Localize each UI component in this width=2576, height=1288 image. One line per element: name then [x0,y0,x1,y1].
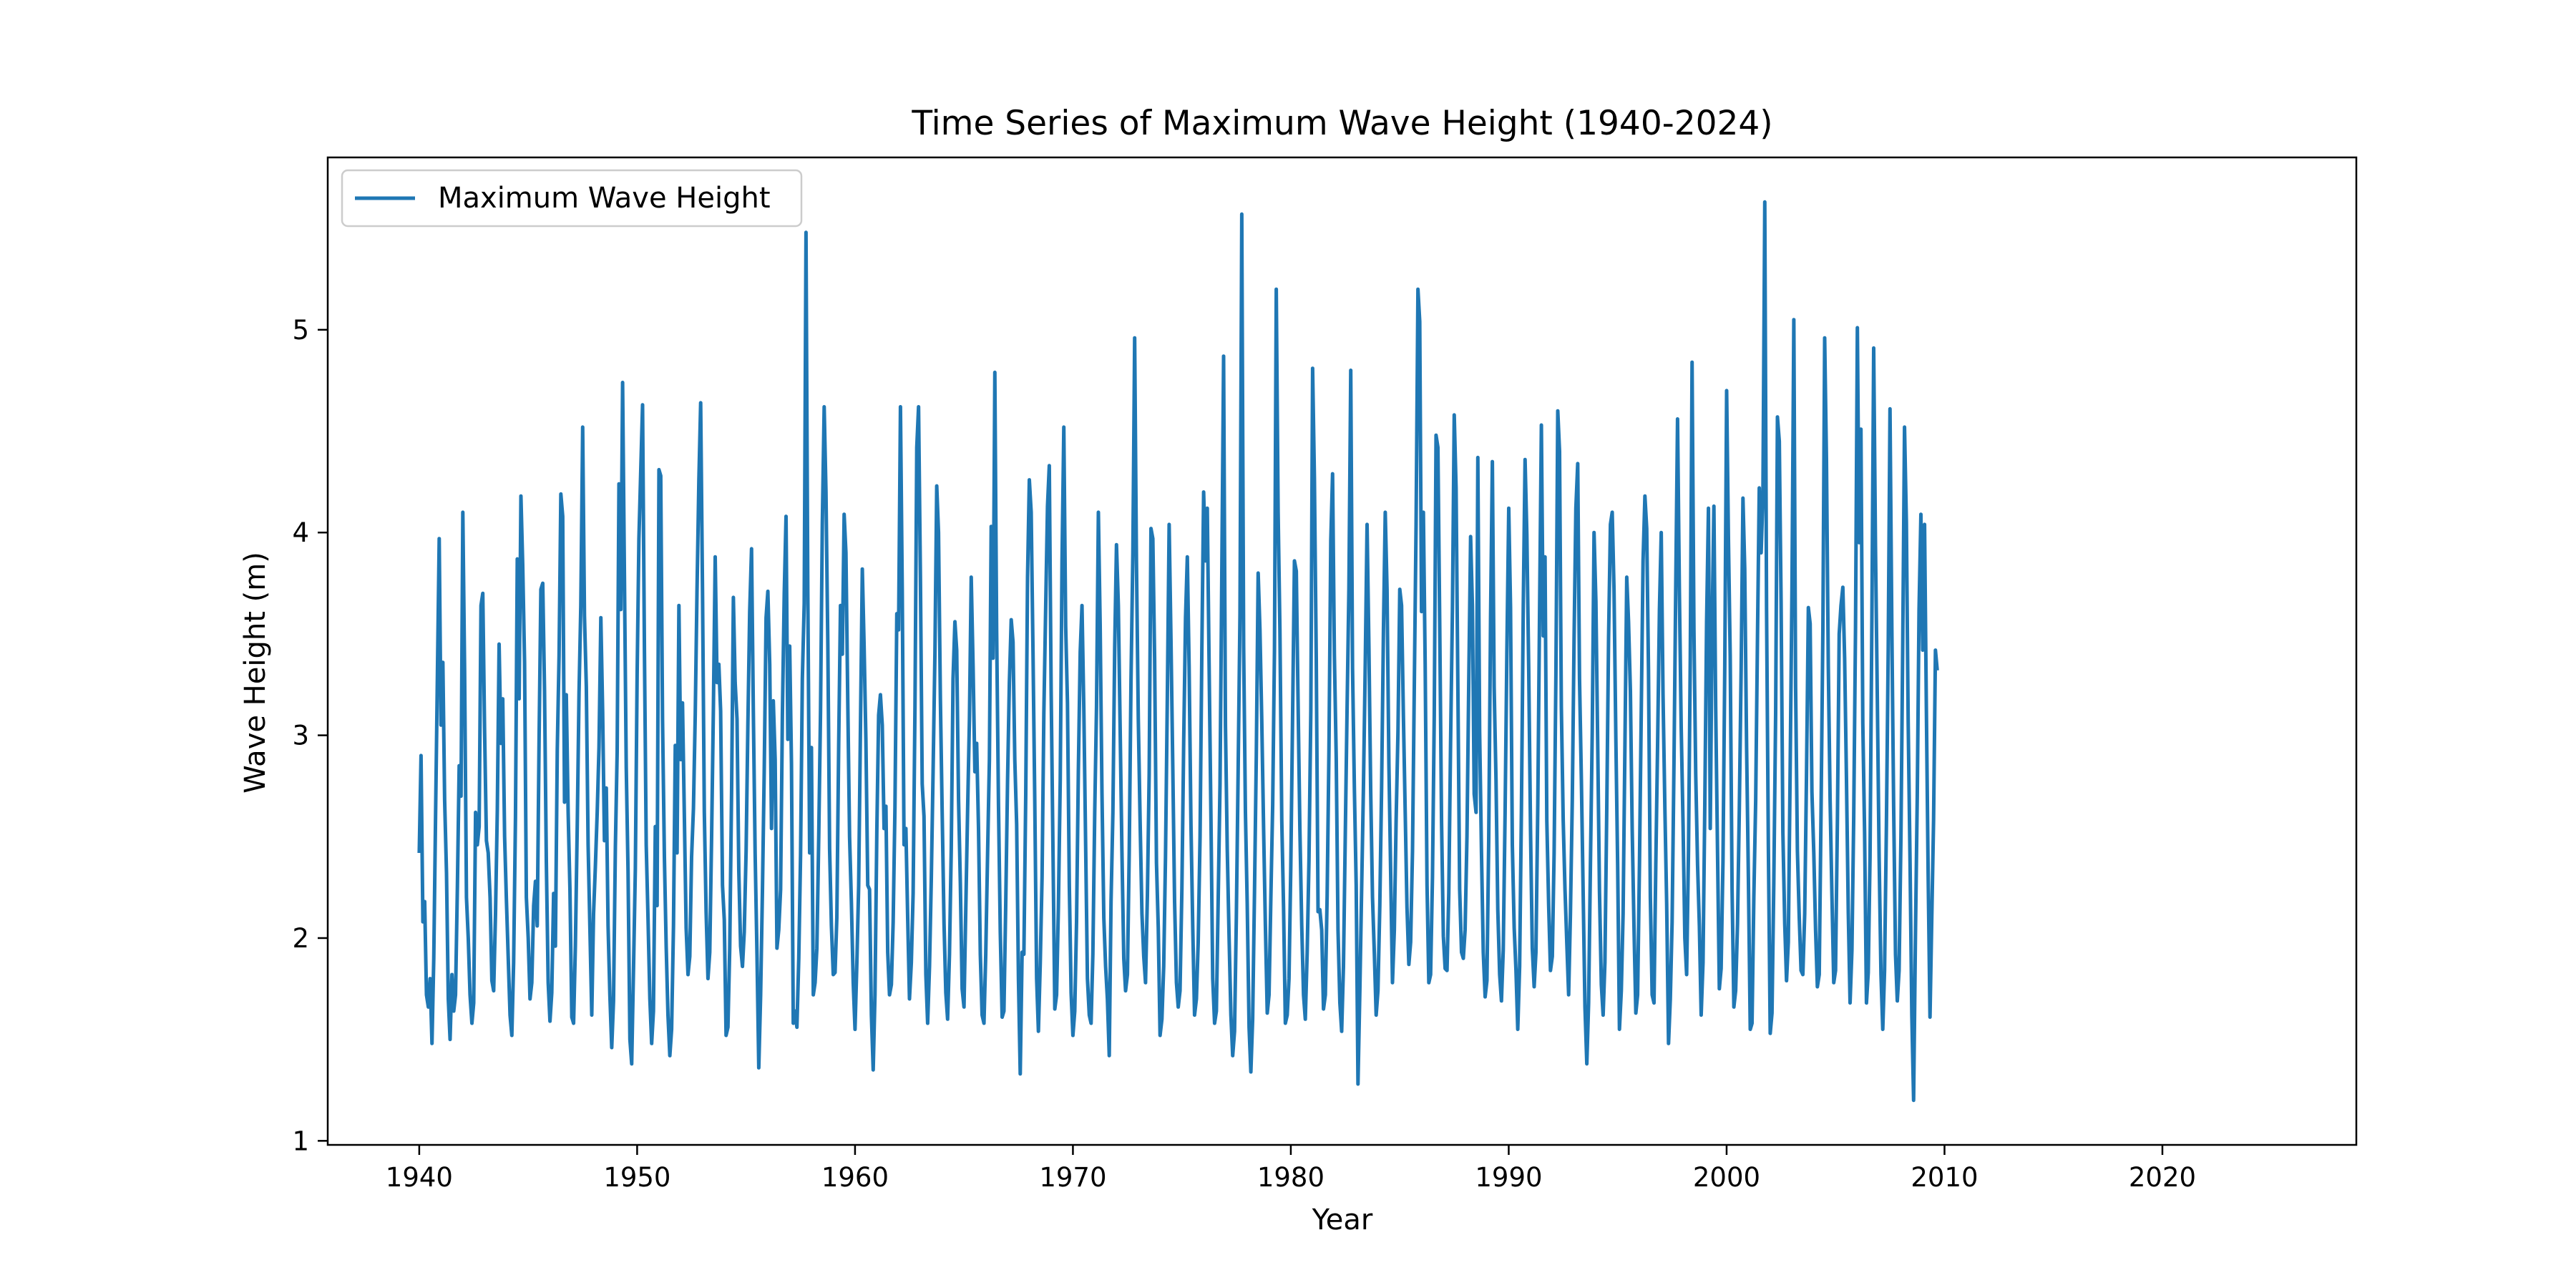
x-tick-label: 1980 [1257,1162,1324,1193]
y-tick-label: 2 [292,923,309,954]
legend: Maximum Wave Height [341,169,803,228]
y-tick-label: 5 [292,315,309,346]
y-tick-label: 4 [292,517,309,548]
y-axis-ticks: 1 2 3 4 5 [292,315,328,1156]
x-tick-label: 2010 [1911,1162,1978,1193]
plot-frame [326,156,2358,1146]
chart-title: Time Series of Maximum Wave Height (1940… [911,104,1772,143]
y-tick-label: 1 [292,1126,309,1156]
x-tick-label: 1960 [821,1162,889,1193]
y-tick-label: 3 [292,721,309,751]
x-tick-label: 2000 [1693,1162,1760,1193]
y-axis-label: Wave Height (m) [239,552,272,794]
x-tick-label: 2020 [2129,1162,2196,1193]
legend-label: Maximum Wave Height [438,182,771,215]
x-axis-ticks: 1940 1950 1960 1970 1980 1990 2000 2010 2020 [386,1145,2196,1193]
x-axis-label: Year [1312,1204,1373,1236]
x-tick-label: 1950 [603,1162,670,1193]
x-tick-label: 1970 [1039,1162,1106,1193]
x-tick-label: 1990 [1475,1162,1542,1193]
plot-area: 1940 1950 1960 1970 1980 1990 2000 2010 2020 1 2 3… [292,156,2358,1193]
legend-frame [341,169,803,228]
x-tick-label: 1940 [386,1162,453,1193]
series-layer [417,200,1939,1103]
series-line [417,200,1939,1103]
